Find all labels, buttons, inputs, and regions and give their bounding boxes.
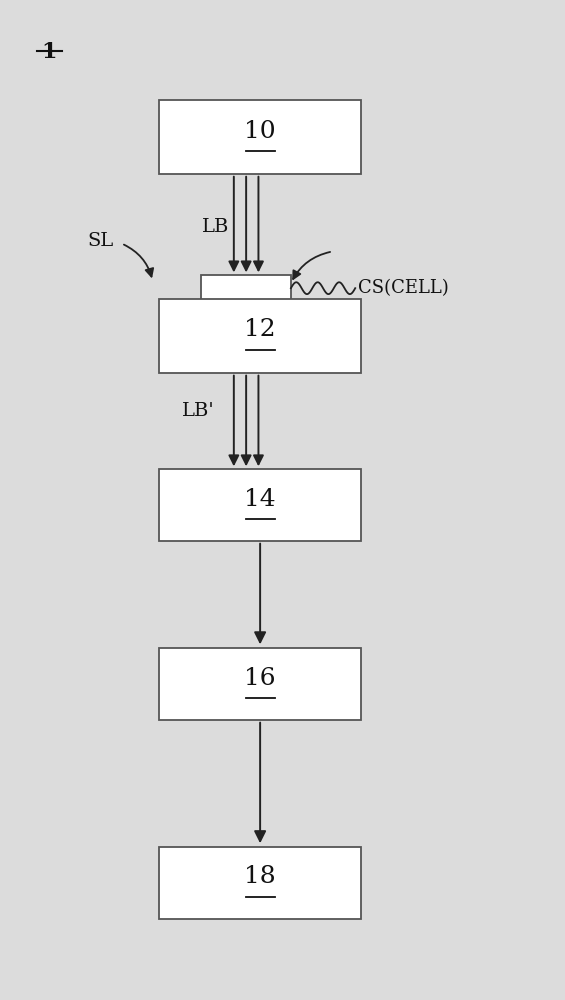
Text: 18: 18 <box>244 865 276 888</box>
Bar <box>159 100 361 174</box>
Text: 1: 1 <box>41 41 57 63</box>
Bar <box>159 469 361 541</box>
Bar <box>159 299 361 373</box>
Text: CS(CELL): CS(CELL) <box>358 279 449 297</box>
Text: 12: 12 <box>244 318 276 341</box>
Text: LB': LB' <box>182 401 215 420</box>
Text: 14: 14 <box>244 488 276 511</box>
Text: SL: SL <box>88 232 114 250</box>
Bar <box>201 275 291 303</box>
Text: 10: 10 <box>244 120 276 143</box>
Bar <box>159 847 361 919</box>
Text: LB: LB <box>202 218 229 236</box>
Bar <box>159 648 361 720</box>
Text: 16: 16 <box>244 667 276 690</box>
